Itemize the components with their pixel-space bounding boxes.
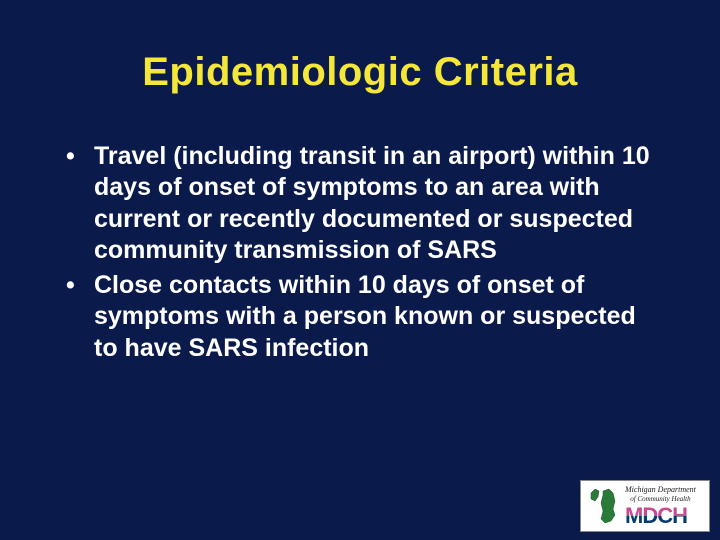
michigan-map-icon — [585, 485, 621, 527]
slide-container: Epidemiologic Criteria Travel (including… — [0, 0, 720, 540]
logo-text-block: Michigan Department of Community Health … — [625, 486, 696, 526]
mdch-logo: Michigan Department of Community Health … — [580, 480, 710, 532]
logo-line2: of Community Health — [625, 496, 696, 503]
slide-title: Epidemiologic Criteria — [50, 50, 670, 95]
logo-line1: Michigan Department — [625, 486, 696, 494]
logo-acronym: MDCH — [625, 506, 696, 526]
bullet-item: Travel (including transit in an airport)… — [60, 141, 660, 266]
bullet-list: Travel (including transit in an airport)… — [50, 141, 670, 364]
bullet-item: Close contacts within 10 days of onset o… — [60, 270, 660, 364]
